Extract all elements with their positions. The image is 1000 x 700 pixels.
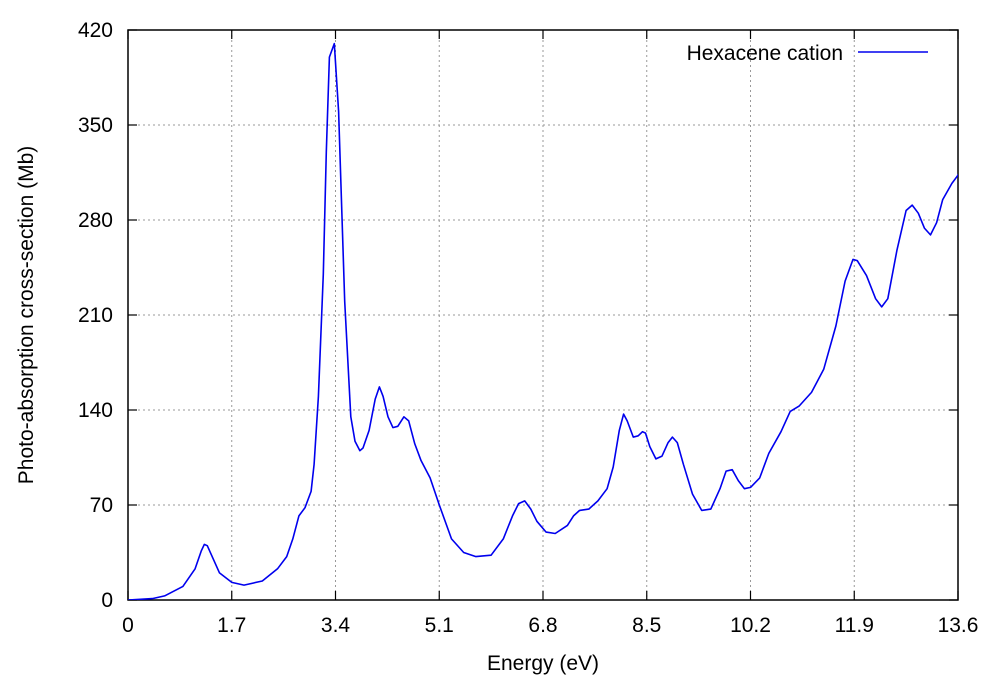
y-axis-label: Photo-absorption cross-section (Mb) (15, 146, 38, 484)
y-tick-label: 140 (78, 399, 113, 422)
legend-label: Hexacene cation (687, 42, 843, 65)
gridlines (128, 30, 958, 600)
x-tick-label: 8.5 (632, 614, 661, 637)
series-layer (128, 42, 958, 600)
y-tick-label: 280 (78, 209, 113, 232)
x-axis-label: Energy (eV) (487, 652, 599, 675)
x-tick-label: 6.8 (528, 614, 557, 637)
axis-ticks (127, 29, 959, 601)
y-tick-label: 350 (78, 114, 113, 137)
y-tick-label: 420 (78, 19, 113, 42)
x-tick-label: 0 (122, 614, 134, 637)
y-tick-label: 210 (78, 304, 113, 327)
x-tick-label: 3.4 (321, 614, 351, 637)
x-tick-label: 11.9 (835, 614, 874, 637)
y-tick-label: 0 (101, 589, 113, 612)
series-line (128, 42, 958, 600)
x-tick-label: 1.7 (217, 614, 246, 637)
x-tick-label: 5.1 (425, 614, 454, 637)
legend: Hexacene cation (687, 42, 928, 65)
y-tick-label: 70 (90, 494, 113, 517)
tick-labels: 0 1.7 3.4 5.1 6.8 8.5 10.2 11.9 13.6 0 70 140 210 280… (78, 19, 978, 637)
x-tick-label: 10.2 (730, 614, 771, 637)
x-tick-label: 13.6 (938, 614, 979, 637)
